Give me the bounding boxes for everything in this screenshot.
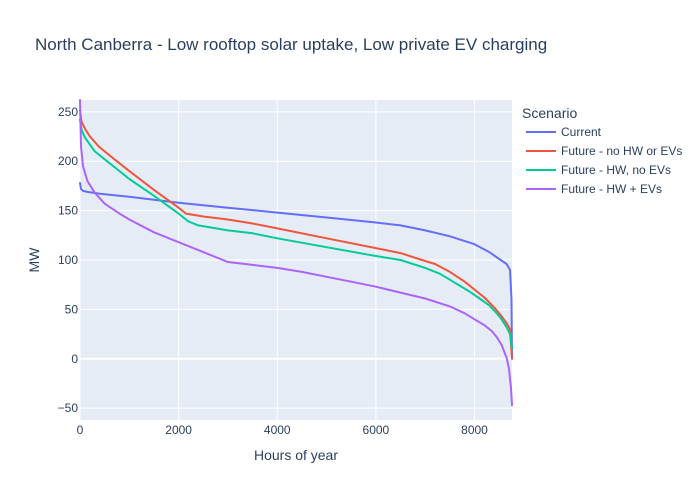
legend-item[interactable]: Future - no HW or EVs: [526, 144, 682, 158]
series-layer: [79, 99, 513, 407]
series-line: [79, 118, 513, 350]
legend-label: Future - HW + EVs: [561, 182, 662, 196]
gridlines: [79, 100, 512, 420]
x-axis-title: Hours of year: [254, 447, 338, 463]
x-tick-label: 8000: [461, 423, 488, 437]
series-line: [79, 99, 513, 407]
x-tick-label: 6000: [363, 423, 390, 437]
legend-item[interactable]: Future - HW, no EVs: [526, 163, 671, 177]
legend-item[interactable]: Future - HW + EVs: [526, 182, 662, 196]
y-tick-label: 0: [71, 352, 78, 366]
legend-item[interactable]: Current: [526, 125, 602, 139]
legend[interactable]: Scenario Current Future - no HW or EVs Fut…: [522, 105, 682, 196]
legend-label: Future - HW, no EVs: [561, 163, 671, 177]
chart-title: North Canberra - Low rooftop solar uptak…: [35, 35, 547, 54]
legend-label: Current: [561, 125, 602, 139]
y-tick-label: 250: [58, 105, 78, 119]
y-tick-label: 50: [65, 302, 79, 316]
legend-title: Scenario: [522, 105, 577, 121]
x-tick-label: 4000: [264, 423, 291, 437]
y-tick-label: 200: [58, 154, 78, 168]
legend-label: Future - no HW or EVs: [561, 144, 682, 158]
y-tick-label: −50: [58, 401, 79, 415]
series-line: [79, 108, 513, 360]
y-tick-label: 100: [58, 253, 78, 267]
y-tick-label: 150: [58, 204, 78, 218]
series-line: [79, 182, 513, 360]
x-tick-label: 0: [77, 423, 84, 437]
x-tick-label: 2000: [165, 423, 192, 437]
tick-labels: 0 2000 4000 6000 8000 −50 0 50 100 150 200 250: [58, 105, 489, 437]
y-axis-title: MW: [26, 247, 42, 273]
